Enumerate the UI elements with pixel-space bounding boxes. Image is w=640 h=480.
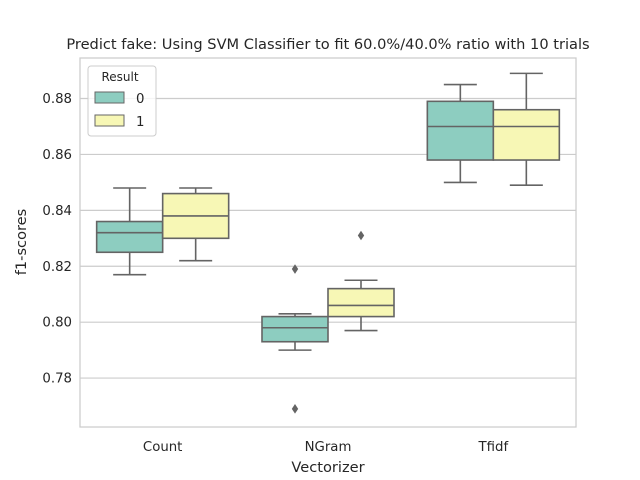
outlier-point (291, 264, 299, 274)
legend-label-1: 1 (136, 115, 144, 130)
chart-title: Predict fake: Using SVM Classifier to fi… (66, 36, 589, 53)
y-tick-label: 0.86 (42, 148, 72, 163)
legend-title: Result (101, 70, 138, 84)
x-tick-label: NGram (305, 440, 352, 455)
box-ngram-result-1 (327, 230, 395, 332)
iqr-box (492, 108, 561, 161)
tick-layer: 0.78 0.80 0.82 0.84 0.86 0.88 Count NGram Tfidf (42, 92, 508, 455)
iqr-box (95, 220, 164, 254)
iqr-box (327, 287, 395, 318)
legend-swatch-0 (94, 91, 125, 104)
y-tick-label: 0.82 (42, 260, 72, 275)
iqr-box (261, 315, 329, 343)
legend-swatch-1 (94, 114, 125, 127)
legend-label-0: 0 (136, 92, 144, 107)
box-ngram-result-0 (261, 264, 329, 414)
plot-frame (79, 57, 577, 428)
legend: Result 0 1 (87, 65, 157, 137)
x-tick-label: Tfidf (478, 440, 509, 455)
y-tick-label: 0.88 (42, 92, 72, 107)
y-axis-label: f1-scores (13, 209, 30, 276)
outlier-point (357, 230, 365, 241)
outlier-point (291, 404, 299, 414)
box-count-result-1 (161, 187, 230, 262)
box-tfidf-result-0 (426, 83, 495, 184)
iqr-box (426, 100, 495, 161)
x-tick-label: Count (143, 440, 183, 455)
x-axis-label: Vectorizer (291, 459, 364, 476)
box-tfidf-result-1 (492, 72, 561, 186)
y-tick-label: 0.84 (42, 204, 72, 219)
y-tick-label: 0.78 (42, 372, 72, 387)
box-layer (95, 72, 561, 414)
y-tick-label: 0.80 (42, 316, 72, 331)
